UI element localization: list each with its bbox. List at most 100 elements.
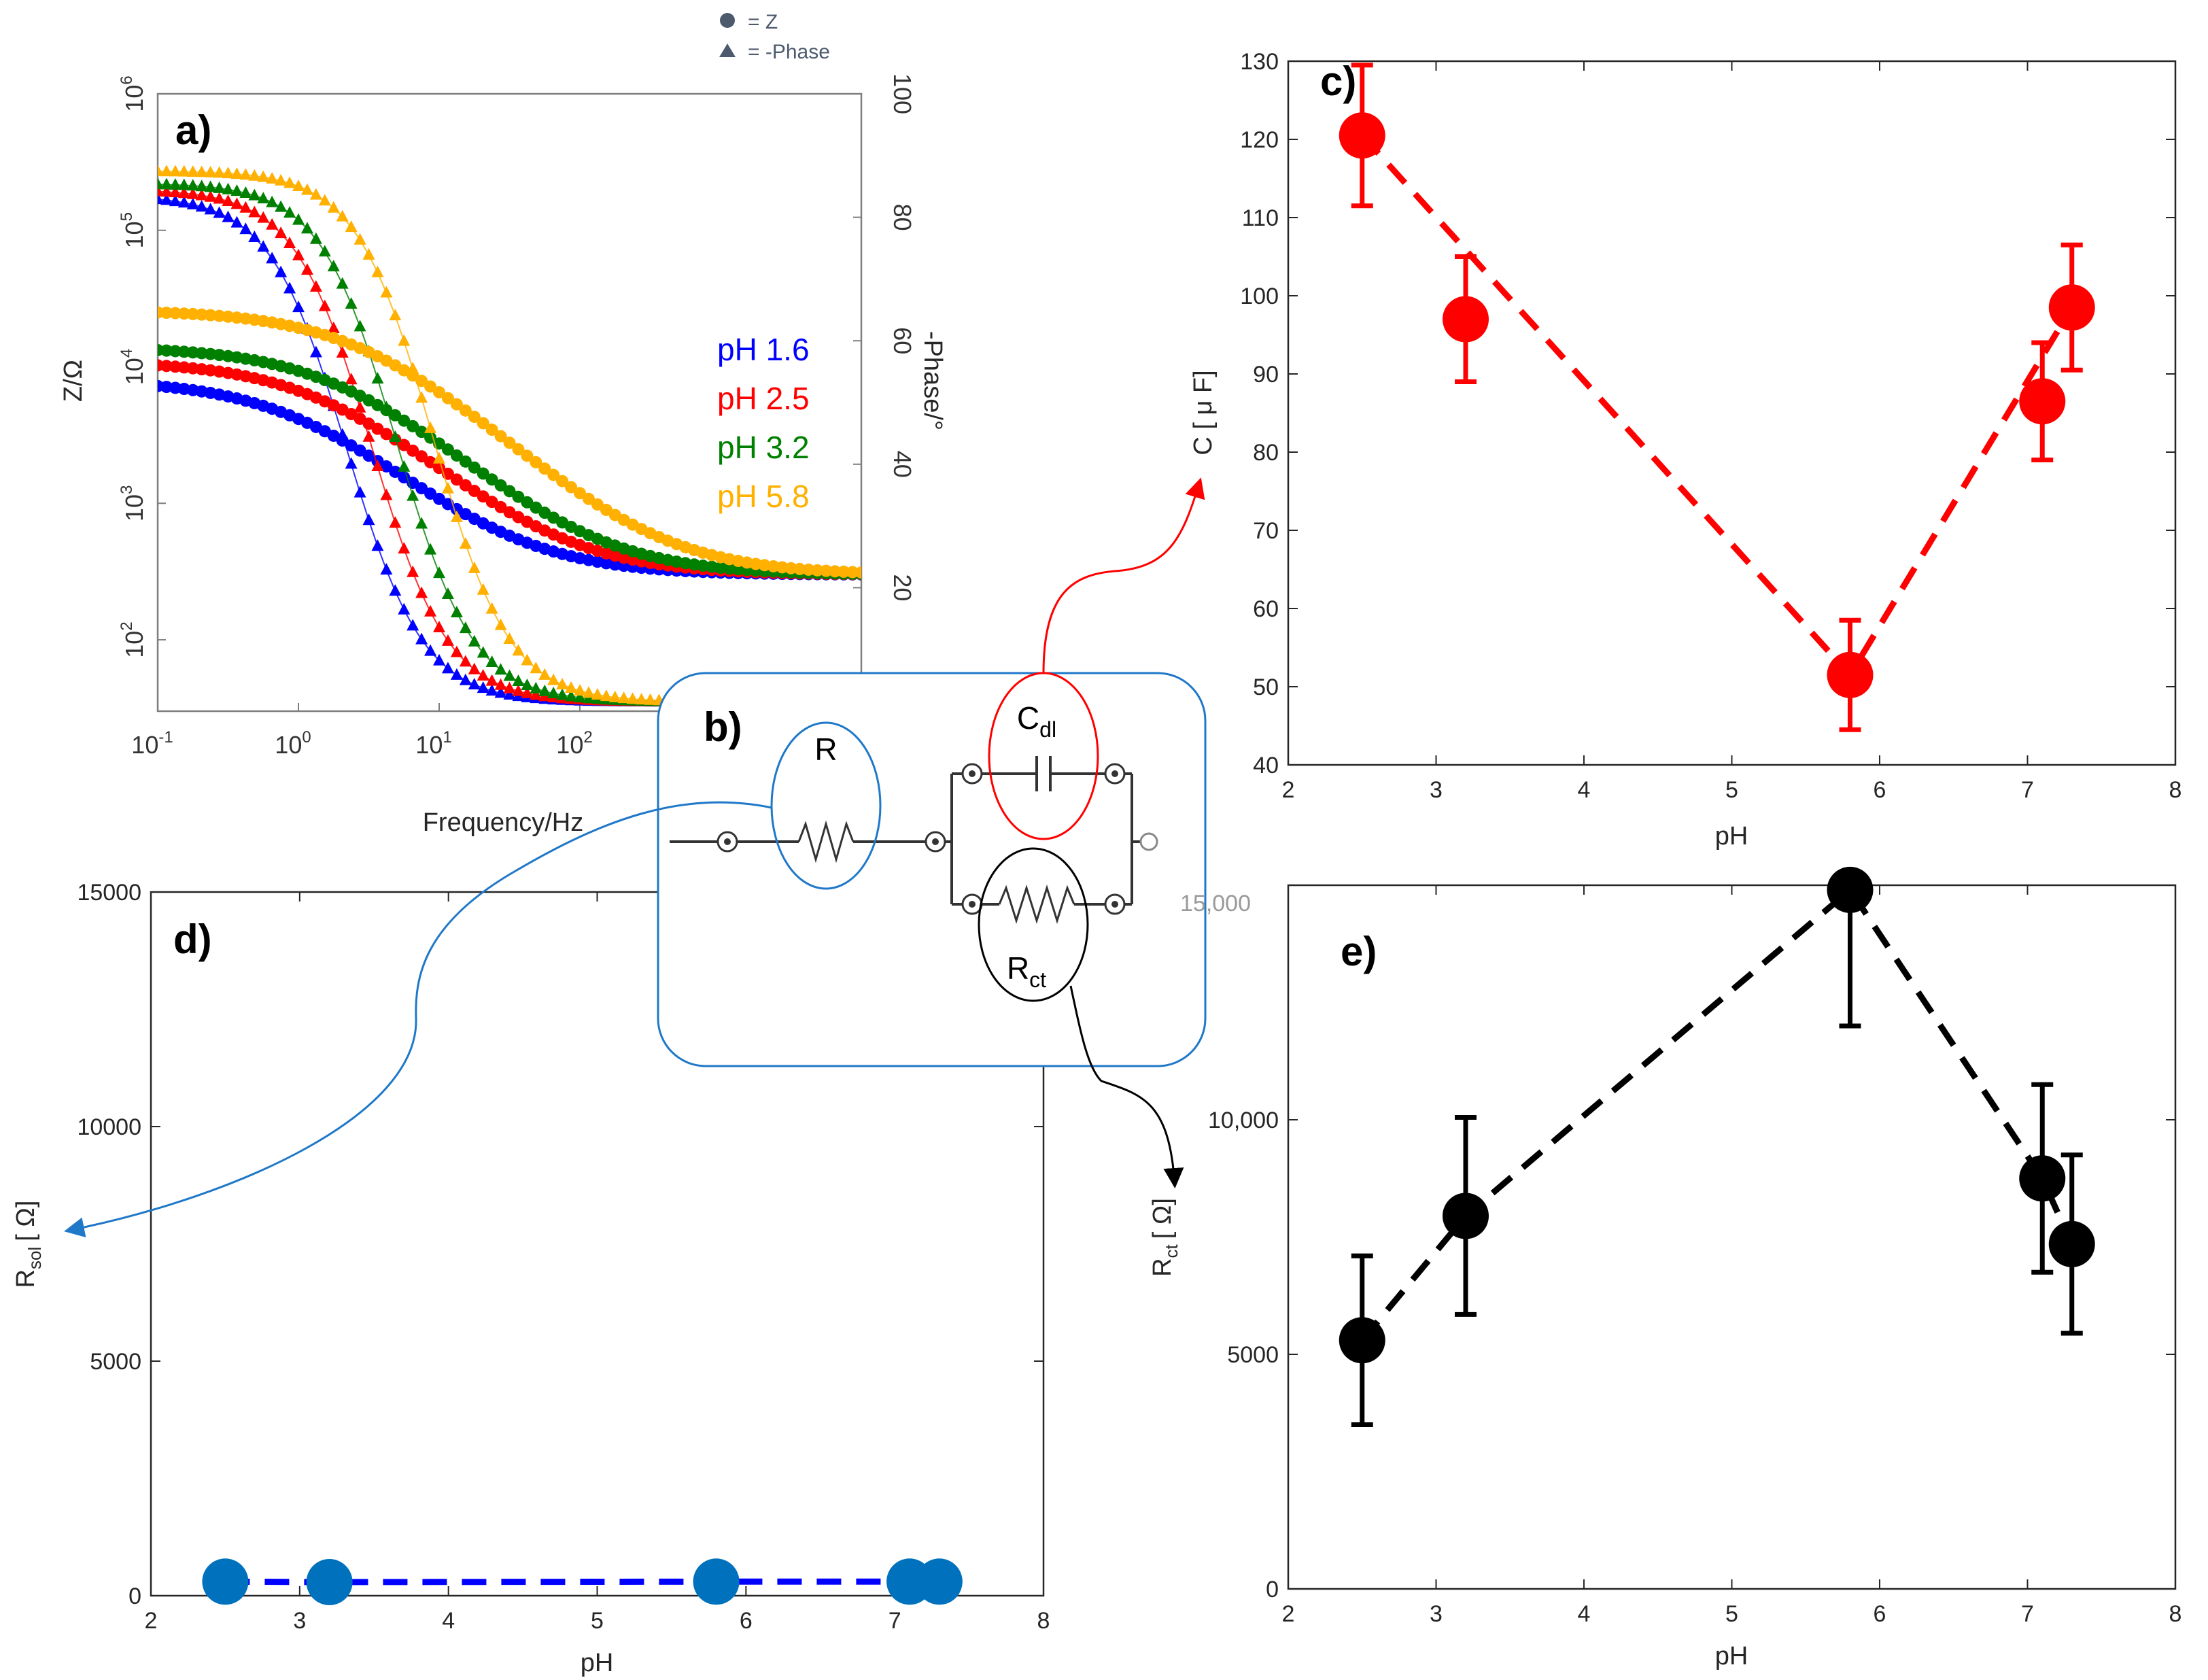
- x-tick-label: 5: [591, 1608, 604, 1634]
- overlay-tick-15000: 15,000: [1180, 891, 1251, 916]
- panel-a-z-point: [784, 562, 797, 575]
- panel-a-phase-point: [530, 662, 542, 674]
- panel-e-xlabel: pH: [1715, 1642, 1748, 1670]
- panel-a-phase-point: [415, 586, 428, 598]
- panel-a-z-point: [362, 449, 375, 462]
- panel-a-phase-point: [309, 279, 322, 292]
- panel-a-phase-point: [380, 286, 393, 298]
- panel-a-phase-point: [538, 668, 551, 680]
- panel-a-phase-point: [169, 177, 182, 190]
- panel-a-z-point: [160, 307, 173, 320]
- panel-a-phase-point: [362, 430, 375, 442]
- panel-e-ticks: 2 3 4 5 6 7 8 0 5000 10,000: [1208, 885, 2181, 1627]
- z-marker-legend-icon: [720, 13, 735, 28]
- cdl-label-sub: dl: [1039, 717, 1056, 742]
- panel-a-z-point: [424, 487, 437, 500]
- panel-a-z-point: [582, 492, 595, 505]
- panel-a-phase-point: [292, 179, 305, 192]
- panel-a-phase-point: [424, 604, 437, 617]
- panel-a-phase-point: [158, 177, 164, 190]
- panel-a-phase-point: [380, 563, 393, 575]
- panel-a-phase-point: [459, 673, 472, 685]
- panel-a-y-tick-exp: 4: [118, 349, 136, 358]
- panel-a-z-point: [160, 360, 173, 373]
- panel-a-phase-point: [345, 457, 358, 469]
- panel-a-y2-tick-label: 20: [889, 574, 916, 601]
- panel-a-phase-point: [398, 542, 411, 554]
- panel-a-z-point: [380, 460, 393, 473]
- panel-a-y-tick-base: 10: [120, 494, 148, 521]
- panel-a-phase-point: [248, 230, 261, 243]
- panel-a-phase-point: [292, 301, 305, 313]
- panel-a-phase-point: [424, 543, 437, 555]
- panel-a-phase-point: [468, 662, 481, 674]
- y-tick-label: 10000: [77, 1114, 141, 1140]
- panel-a-x-tick-base: 10: [131, 731, 158, 759]
- panel-a-phase-point: [309, 232, 322, 244]
- panel-a-phase-point: [389, 584, 402, 596]
- panel-a-z-point: [846, 566, 859, 579]
- panel-a-z-point: [433, 385, 445, 398]
- panel-a-phase-point: [362, 247, 375, 260]
- panel-d-label: d): [173, 916, 212, 962]
- panel-a-z-point: [169, 360, 182, 373]
- panel-a-phase-point: [222, 167, 235, 179]
- panel-d-ylabel: Rsol [ Ω]: [12, 1201, 45, 1288]
- panel-a-phase-point: [345, 373, 358, 385]
- panel-a-y-tick-label: 104: [118, 349, 148, 385]
- panel-a-z-point: [723, 562, 736, 575]
- y-tick-label: 15000: [77, 880, 141, 906]
- x-tick-label: 8: [2169, 1601, 2182, 1627]
- panel-c: 2 3 4 5 6 7 8 40 50 60 70 80 90 100 110 120 130 c) pH C …: [1189, 49, 2181, 851]
- panel-a-z-point: [398, 471, 411, 484]
- panel-a-z-point: [186, 307, 199, 320]
- panel-d-point: [916, 1558, 963, 1605]
- panel-a-z-point: [530, 456, 542, 468]
- panel-a-z-point: [855, 566, 861, 579]
- panel-a-legend-entry: pH 1.6: [717, 332, 810, 367]
- panel-d-point: [306, 1558, 353, 1605]
- panel-a-phase-point: [257, 192, 270, 204]
- panel-a-z-point: [177, 345, 190, 358]
- panel-e-ylabel-unit: [ Ω]: [1148, 1198, 1177, 1239]
- panel-e-point: [1443, 1193, 1489, 1239]
- panel-a-y-tick-base: 10: [120, 631, 148, 658]
- panel-e-point: [2048, 1220, 2095, 1267]
- resistor-r-zigzag: [797, 820, 855, 863]
- panel-a-phase-point: [407, 619, 419, 631]
- panel-a-phase-point: [441, 587, 454, 600]
- panel-a-y-tick-base: 10: [120, 358, 148, 385]
- panel-a-phase-point: [530, 688, 542, 700]
- panel-a-phase-point: [222, 194, 235, 207]
- x-tick-label: 6: [1874, 1601, 1886, 1627]
- panel-a-phase-point: [398, 460, 411, 472]
- panel-a-phase-point: [362, 513, 375, 526]
- panel-a-x-tick-exp: 1: [443, 728, 451, 747]
- panel-a-phase-point: [450, 510, 463, 522]
- panel-a-y-tick-exp: 3: [118, 485, 136, 494]
- panel-a-z-point: [415, 450, 428, 463]
- panel-c-point: [2048, 284, 2095, 331]
- panel-a-phase-point: [327, 322, 340, 334]
- panel-a-z-point: [485, 424, 498, 436]
- panel-a-z-point: [503, 436, 516, 449]
- panel-a-phase-point: [169, 194, 182, 207]
- panel-a-z-point: [521, 449, 534, 462]
- y-tick-label: 0: [128, 1583, 141, 1609]
- panel-a-z-point: [204, 309, 217, 322]
- panel-e-ylabel-main: R: [1148, 1258, 1177, 1276]
- panel-a-phase-point: [336, 346, 349, 358]
- panel-a-phase-point: [521, 686, 534, 698]
- panel-d-xlabel: pH: [581, 1649, 614, 1677]
- panel-a-z-point: [169, 345, 182, 358]
- panel-a-phase-point: [433, 653, 445, 666]
- panel-a-phase-point: [617, 691, 630, 704]
- panel-b-circuit: b): [657, 672, 1251, 1067]
- panel-a-phase-point: [283, 206, 296, 218]
- panel-a-y2-ticks: 20 40 60 80 100: [853, 73, 916, 601]
- y-tick-label: 5000: [1227, 1342, 1279, 1368]
- panel-a-phase-point: [538, 684, 551, 696]
- panel-a-z-point: [556, 475, 569, 487]
- x-tick-label: 4: [1578, 777, 1591, 803]
- panel-c-point: [2019, 378, 2066, 425]
